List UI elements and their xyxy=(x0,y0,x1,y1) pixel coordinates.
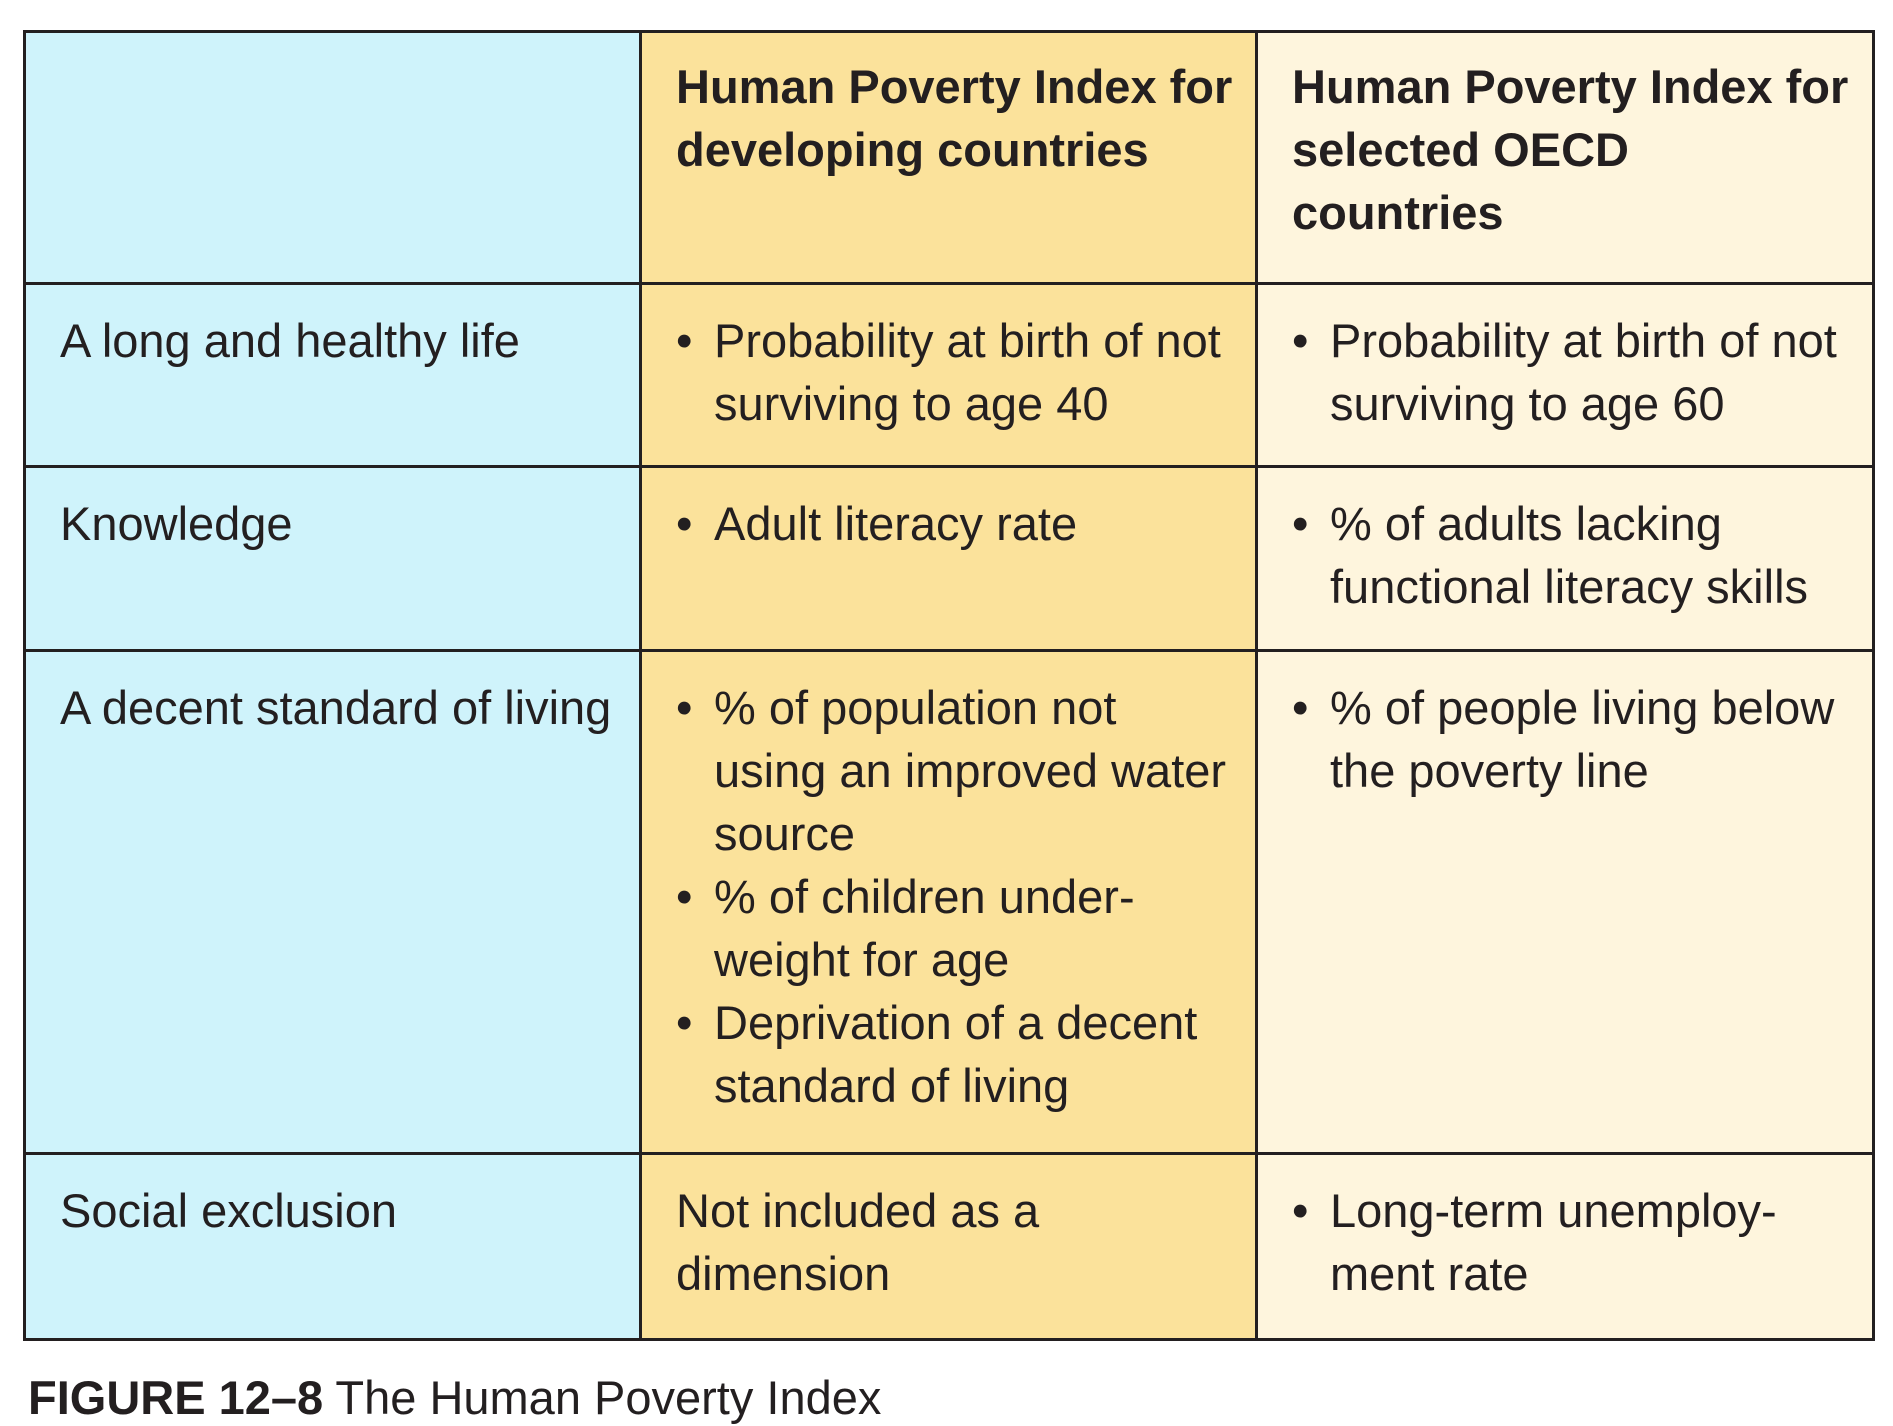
table-row-knowledge: Knowledge • Adult literacy rate • % of adu… xyxy=(23,465,1875,652)
list-item: • % of people living below the poverty li… xyxy=(1292,676,1852,802)
list-item: • Deprivation of a decent standard of liv… xyxy=(676,991,1235,1117)
oecd-cell: • Long-term unemploy-ment rate xyxy=(1255,1152,1875,1341)
bullet-icon: • xyxy=(676,996,693,1049)
indicator-text: % of children under-weight for age xyxy=(714,870,1135,986)
oecd-cell: • Probability at birth of not surviving t… xyxy=(1255,282,1875,468)
dimension-cell: Social exclusion xyxy=(23,1152,642,1341)
oecd-cell: • % of adults lacking functional literacy… xyxy=(1255,465,1875,652)
developing-cell: • % of population not using an improved w… xyxy=(639,649,1258,1155)
bullet-icon: • xyxy=(676,681,693,734)
indicator-text: % of people living below the poverty lin… xyxy=(1330,681,1835,797)
dimension-cell: A decent standard of living xyxy=(23,649,642,1155)
header-oecd-countries: Human Poverty Index for selected OECD co… xyxy=(1255,30,1875,285)
indicator-list: • Long-term unemploy-ment rate xyxy=(1292,1179,1852,1305)
indicator-text: % of adults lacking functional literacy … xyxy=(1330,497,1809,613)
bullet-icon: • xyxy=(1292,314,1309,367)
figure-number: FIGURE 12–8 xyxy=(28,1371,324,1424)
indicator-list: • Adult literacy rate xyxy=(676,492,1235,555)
bullet-icon: • xyxy=(1292,681,1309,734)
bullet-icon: • xyxy=(676,314,693,367)
table-header-row: Human Poverty Index for developing count… xyxy=(23,30,1875,285)
table-row-social-exclusion: Social exclusion Not included as a dimen… xyxy=(23,1152,1875,1341)
bullet-icon: • xyxy=(676,870,693,923)
developing-cell: • Adult literacy rate xyxy=(639,465,1258,652)
list-item: • Long-term unemploy-ment rate xyxy=(1292,1179,1852,1305)
indicator-text: Adult literacy rate xyxy=(714,497,1078,550)
human-poverty-index-table: Human Poverty Index for developing count… xyxy=(23,30,1875,1341)
indicator-list: • Probability at birth of not surviving t… xyxy=(676,309,1235,435)
developing-cell: • Probability at birth of not surviving t… xyxy=(639,282,1258,468)
dimension-cell: Knowledge xyxy=(23,465,642,652)
indicator-text: % of population not using an improved wa… xyxy=(714,681,1227,860)
header-dimension-cell xyxy=(23,30,642,285)
list-item: • Probability at birth of not surviving t… xyxy=(676,309,1235,435)
indicator-list: • % of population not using an improved w… xyxy=(676,676,1235,1117)
indicator-text: Probability at birth of not surviving to… xyxy=(1330,314,1837,430)
bullet-icon: • xyxy=(676,497,693,550)
developing-cell-not-included: Not included as a dimension xyxy=(639,1152,1258,1341)
table-row-decent-standard-of-living: A decent standard of living • % of popula… xyxy=(23,649,1875,1155)
figure-title: The Human Poverty Index xyxy=(335,1371,882,1424)
indicator-list: • % of people living below the poverty li… xyxy=(1292,676,1852,802)
list-item: • % of children under-weight for age xyxy=(676,865,1235,991)
indicator-text: Long-term unemploy-ment rate xyxy=(1330,1184,1777,1300)
bullet-icon: • xyxy=(1292,1184,1309,1237)
figure-caption: FIGURE 12–8 The Human Poverty Index xyxy=(28,1370,881,1426)
list-item: • Probability at birth of not surviving t… xyxy=(1292,309,1852,435)
list-item: • Adult literacy rate xyxy=(676,492,1235,555)
table-row-long-healthy-life: A long and healthy life • Probability at … xyxy=(23,282,1875,468)
oecd-cell: • % of people living below the poverty li… xyxy=(1255,649,1875,1155)
indicator-text: Probability at birth of not surviving to… xyxy=(714,314,1221,430)
indicator-list: • % of adults lacking functional literacy… xyxy=(1292,492,1852,618)
list-item: • % of adults lacking functional literacy… xyxy=(1292,492,1852,618)
list-item: • % of population not using an improved w… xyxy=(676,676,1235,865)
header-developing-countries: Human Poverty Index for developing count… xyxy=(639,30,1258,285)
dimension-cell: A long and healthy life xyxy=(23,282,642,468)
indicator-text: Deprivation of a decent standard of livi… xyxy=(714,996,1198,1112)
indicator-list: • Probability at birth of not surviving t… xyxy=(1292,309,1852,435)
bullet-icon: • xyxy=(1292,497,1309,550)
